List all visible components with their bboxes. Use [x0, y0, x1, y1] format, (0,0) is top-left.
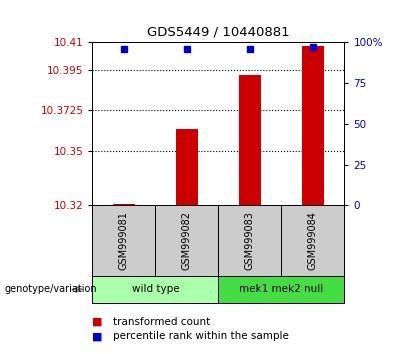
- Text: transformed count: transformed count: [113, 317, 211, 327]
- Bar: [113, 204, 135, 205]
- Bar: [302, 46, 324, 205]
- Text: wild type: wild type: [131, 284, 179, 295]
- Text: genotype/variation: genotype/variation: [4, 284, 97, 295]
- Text: GSM999083: GSM999083: [245, 211, 255, 270]
- Text: GSM999082: GSM999082: [182, 211, 192, 270]
- Text: GSM999084: GSM999084: [308, 211, 318, 270]
- Title: GDS5449 / 10440881: GDS5449 / 10440881: [147, 25, 290, 39]
- Text: mek1 mek2 null: mek1 mek2 null: [239, 284, 323, 295]
- Text: percentile rank within the sample: percentile rank within the sample: [113, 331, 289, 341]
- Bar: [239, 75, 261, 205]
- Text: ■: ■: [92, 331, 103, 341]
- Bar: [176, 129, 198, 205]
- Text: GSM999081: GSM999081: [119, 211, 129, 270]
- Text: ■: ■: [92, 317, 103, 327]
